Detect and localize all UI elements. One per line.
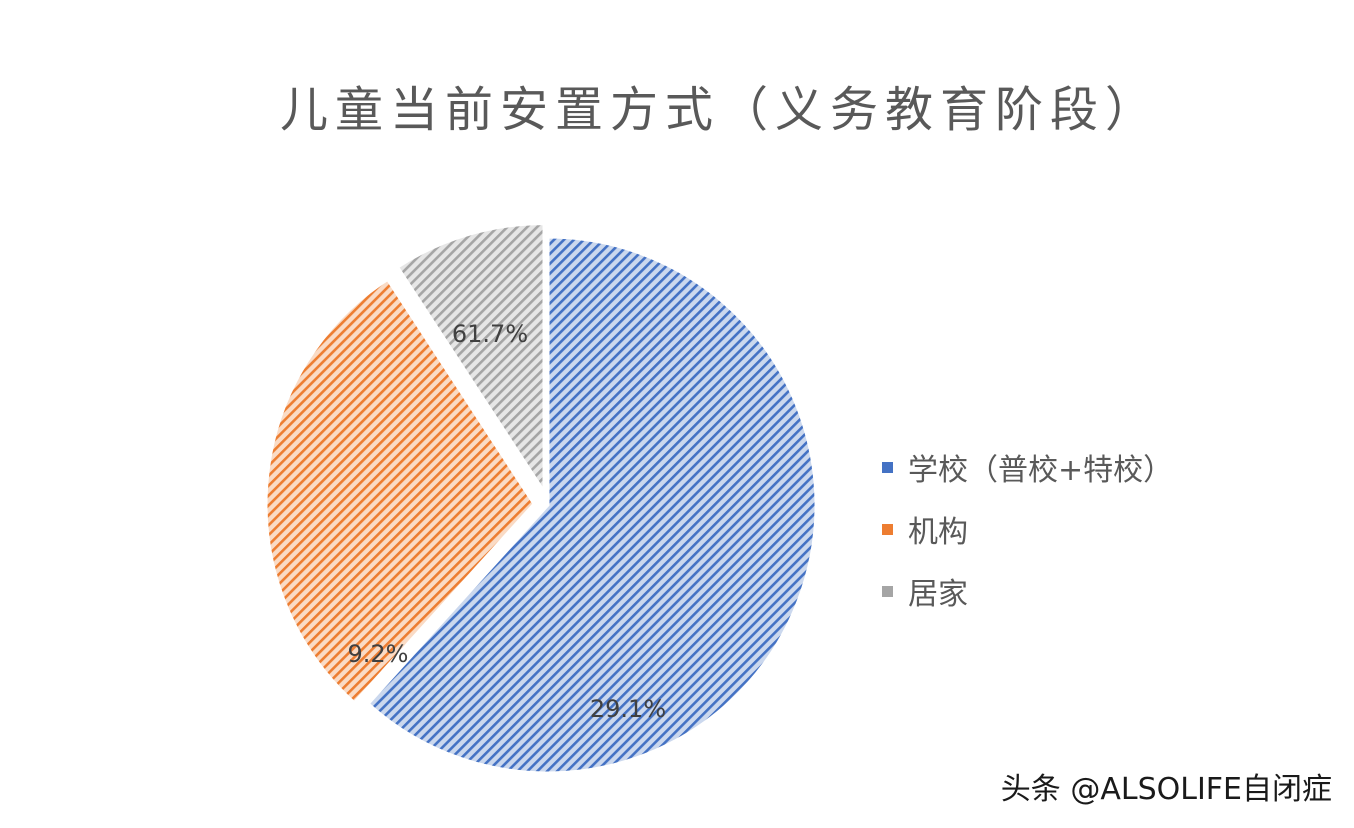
legend-item-school: 学校（普校+特校）: [882, 436, 1173, 498]
pie-slice-home: [395, 222, 546, 497]
legend-item-home: 居家: [882, 560, 1173, 622]
chart-title: 儿童当前安置方式（义务教育阶段）: [279, 82, 1160, 138]
watermark-text: 头条 @ALSOLIFE自闭症: [1000, 772, 1332, 807]
pie-slice-school: [366, 235, 818, 775]
legend-swatch-institution: [882, 523, 893, 535]
data-label-home: 9.2%: [348, 640, 409, 668]
legend-swatch-home: [882, 585, 893, 597]
data-label-institution: 29.1%: [590, 695, 666, 723]
pie-data-labels: 61.7% 29.1% 9.2%: [348, 320, 667, 723]
data-label-school: 61.7%: [452, 320, 528, 348]
legend: 学校（普校+特校） 机构 居家: [882, 436, 1173, 622]
pie-slices: [264, 222, 818, 775]
legend-swatch-school: [882, 461, 893, 473]
legend-label-institution: 机构: [908, 515, 968, 550]
legend-item-institution: 机构: [882, 498, 1173, 560]
legend-label-home: 居家: [908, 577, 968, 612]
legend-label-school: 学校（普校+特校）: [908, 453, 1174, 488]
pie-slice-institution: [264, 277, 536, 705]
